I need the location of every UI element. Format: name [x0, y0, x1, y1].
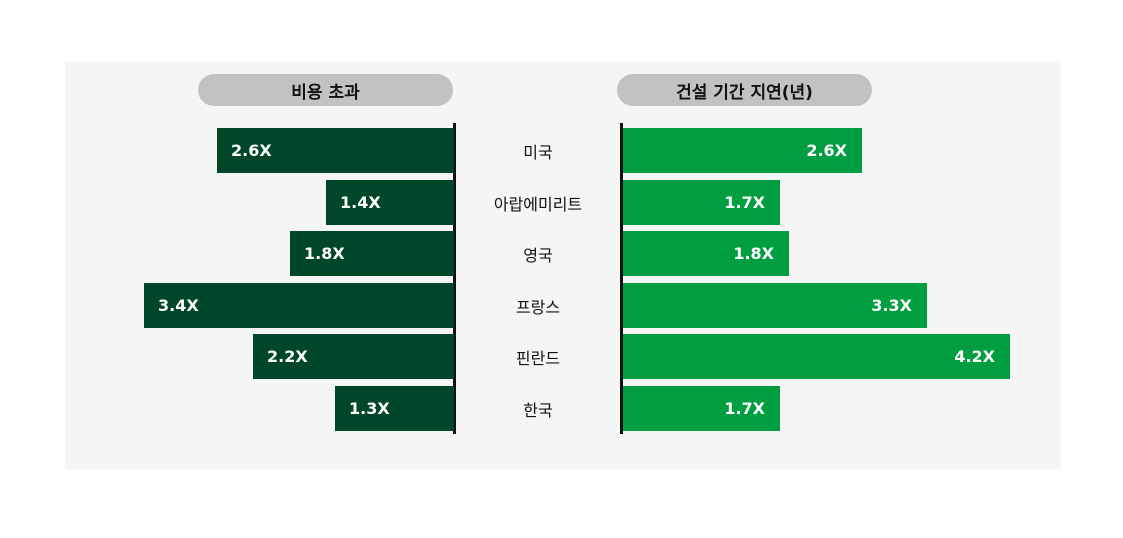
cost-overrun-bar: 2.6X	[217, 128, 454, 173]
country-label: 미국	[523, 142, 553, 162]
construction-delay-bar: 3.3X	[623, 283, 927, 328]
cost-overrun-bar: 1.3X	[335, 386, 454, 431]
left-axis-line	[453, 123, 456, 434]
cost-overrun-bar: 3.4X	[144, 283, 454, 328]
country-label: 아랍에미리트	[493, 194, 583, 214]
construction-delay-bar: 1.8X	[623, 231, 789, 276]
cost-overrun-bar: 2.2X	[253, 334, 454, 379]
cost-overrun-bar: 1.8X	[290, 231, 454, 276]
construction-delay-bar: 1.7X	[623, 386, 780, 431]
construction-delay-bar: 1.7X	[623, 180, 780, 225]
right-axis-line	[620, 123, 623, 434]
country-label: 영국	[523, 245, 553, 265]
construction-delay-header: 건설 기간 지연(년)	[617, 74, 872, 106]
country-label: 프랑스	[515, 297, 561, 317]
country-label: 핀란드	[515, 348, 561, 368]
construction-delay-bar: 4.2X	[623, 334, 1010, 379]
cost-overrun-bar: 1.4X	[326, 180, 454, 225]
cost-overrun-header: 비용 초과	[198, 74, 453, 106]
country-label: 한국	[523, 400, 553, 420]
construction-delay-bar: 2.6X	[623, 128, 862, 173]
